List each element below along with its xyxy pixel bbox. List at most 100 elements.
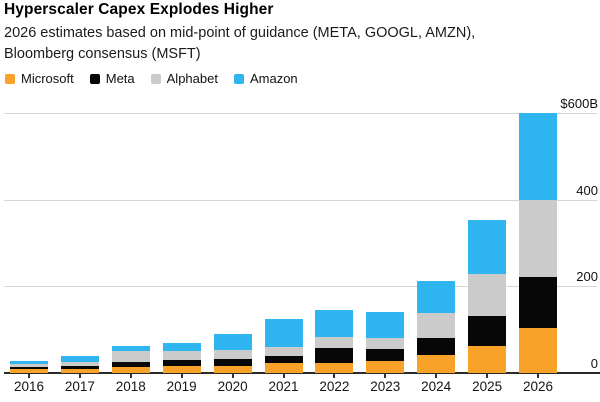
bar-segment-alphabet-2022 [315, 337, 354, 349]
chart-legend: Microsoft Meta Alphabet Amazon [5, 71, 298, 86]
gridline-400 [4, 199, 597, 201]
bar-segment-amazon-2022 [315, 310, 354, 338]
bar-segment-amazon-2023 [366, 312, 405, 339]
x-axis-label-2019: 2019 [166, 379, 197, 394]
bar-segment-microsoft-2026 [519, 327, 557, 373]
bar-2021 [264, 318, 303, 373]
x-axis-label-2018: 2018 [115, 379, 146, 394]
y-axis-label-200: 200 [576, 269, 598, 285]
x-axis-label-2024: 2024 [421, 379, 452, 394]
chart-subtitle-line-2: Bloomberg consensus (MSFT) [4, 45, 201, 62]
bar-segment-meta-2024 [417, 337, 456, 355]
bar-segment-amazon-2019 [162, 343, 201, 351]
bar-segment-alphabet-2018 [111, 350, 150, 362]
x-axis-line [4, 372, 600, 374]
bar-segment-amazon-2016 [10, 360, 48, 365]
legend-item-alphabet: Alphabet [150, 71, 218, 86]
x-axis-tick-2021 [282, 373, 285, 378]
chart-subtitle-line-1: 2026 estimates based on mid-point of gui… [4, 25, 476, 41]
bar-segment-alphabet-2021 [264, 346, 303, 357]
bar-segment-alphabet-2026 [519, 199, 557, 277]
bar-2019 [162, 343, 201, 373]
bar-segment-amazon-2018 [111, 345, 150, 351]
bar-segment-alphabet-2016 [10, 364, 48, 368]
y-axis-label-400: 400 [576, 182, 598, 198]
x-axis-label-2016: 2016 [13, 379, 45, 394]
legend-label-alphabet: Alphabet [166, 71, 218, 86]
bar-2024 [417, 280, 456, 373]
x-axis-tick-2019 [180, 373, 183, 378]
bar-segment-alphabet-2023 [366, 338, 405, 350]
legend-item-amazon: Amazon [233, 71, 298, 86]
x-axis-label-2026: 2026 [522, 379, 554, 394]
bar-segment-amazon-2024 [417, 280, 456, 314]
x-axis-label-2022: 2022 [319, 379, 350, 394]
x-axis-label-2021: 2021 [268, 379, 299, 394]
legend-label-amazon: Amazon [249, 71, 298, 86]
x-axis-label-2017: 2017 [64, 379, 95, 394]
bar-segment-meta-2023 [366, 349, 405, 362]
chart-subtitle: 2026 estimates based on mid-point of gui… [4, 23, 475, 64]
legend-swatch-meta [89, 73, 100, 84]
x-axis-tick-2025 [486, 373, 489, 378]
bar-segment-microsoft-2020 [213, 365, 252, 373]
legend-label-microsoft: Microsoft [21, 71, 74, 86]
x-axis-label-2020: 2020 [217, 379, 248, 394]
x-axis-label-2023: 2023 [370, 379, 401, 394]
bar-segment-microsoft-2025 [468, 345, 507, 373]
bar-2025 [468, 219, 507, 373]
x-axis-tick-2022 [333, 373, 336, 378]
bar-segment-meta-2026 [519, 276, 557, 328]
bar-segment-alphabet-2019 [162, 350, 201, 360]
legend-label-meta: Meta [105, 71, 135, 86]
bar-segment-microsoft-2018 [111, 366, 150, 373]
legend-item-microsoft: Microsoft [5, 71, 74, 86]
bar-segment-microsoft-2024 [417, 354, 456, 373]
x-axis-tick-2017 [78, 373, 81, 378]
bar-segment-amazon-2020 [213, 333, 252, 351]
bar-2016 [10, 360, 48, 373]
x-axis-tick-2018 [129, 373, 132, 378]
bar-segment-microsoft-2017 [60, 369, 99, 373]
bar-segment-microsoft-2021 [264, 363, 303, 373]
bar-segment-amazon-2017 [60, 355, 99, 362]
legend-item-meta: Meta [89, 71, 135, 86]
bar-2017 [60, 355, 99, 373]
bar-2018 [111, 345, 150, 373]
y-axis-label-600: $600B [560, 96, 598, 111]
chart-title: Hyperscaler Capex Explodes Higher [4, 1, 274, 18]
x-axis-label-2025: 2025 [472, 379, 503, 394]
bar-segment-microsoft-2019 [162, 366, 201, 373]
bar-segment-meta-2016 [10, 367, 48, 370]
bar-2022 [315, 310, 354, 373]
x-axis-tick-2023 [384, 373, 387, 378]
bar-segment-meta-2020 [213, 359, 252, 366]
bar-segment-meta-2019 [162, 359, 201, 367]
y-axis-label-0: 0 [590, 356, 598, 371]
gridline-600 [4, 113, 597, 114]
bar-segment-amazon-2025 [468, 219, 507, 274]
gridline-200 [4, 286, 597, 288]
bar-segment-alphabet-2025 [468, 273, 507, 317]
bar-2026 [519, 113, 557, 373]
bar-segment-meta-2022 [315, 348, 354, 363]
x-axis-tick-2026 [537, 373, 539, 378]
bar-segment-microsoft-2022 [315, 363, 354, 373]
legend-swatch-alphabet [150, 73, 161, 84]
bar-segment-amazon-2026 [519, 113, 557, 200]
bar-segment-amazon-2021 [264, 318, 303, 347]
bar-segment-meta-2018 [111, 361, 150, 367]
x-axis-tick-2016 [28, 373, 30, 378]
bar-2020 [213, 333, 252, 373]
bar-segment-alphabet-2024 [417, 313, 456, 338]
bar-segment-meta-2025 [468, 316, 507, 346]
bar-segment-microsoft-2023 [366, 361, 405, 373]
bar-segment-meta-2017 [60, 366, 99, 370]
x-axis-tick-2024 [435, 373, 438, 378]
x-axis-tick-2020 [231, 373, 234, 378]
bar-segment-alphabet-2020 [213, 350, 252, 360]
bar-2023 [366, 312, 405, 373]
legend-swatch-microsoft [5, 73, 15, 84]
